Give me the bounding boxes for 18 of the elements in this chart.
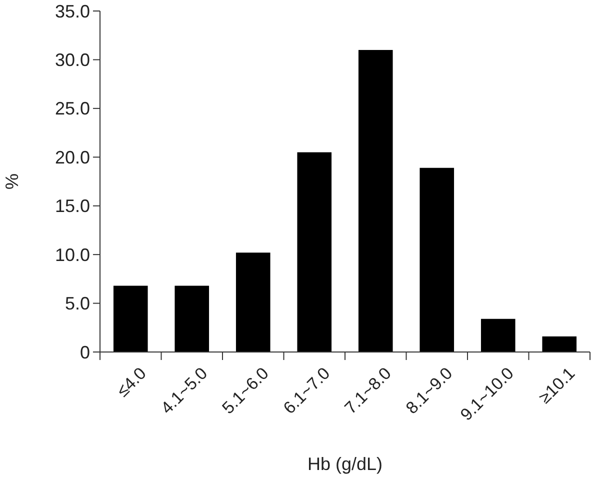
y-tick-label: 25.0 <box>54 98 90 119</box>
y-tick-label: 30.0 <box>54 50 90 70</box>
bar <box>236 252 270 352</box>
y-tick-label: 20.0 <box>54 147 90 168</box>
y-tick-label: 15.0 <box>54 196 90 216</box>
y-axis-title: % <box>2 173 22 190</box>
y-tick-label: 35.0 <box>54 1 90 22</box>
bar <box>174 286 210 352</box>
bar <box>542 336 577 352</box>
y-tick-label: 10.0 <box>54 244 90 265</box>
y-tick-label: 5.0 <box>64 294 90 314</box>
bar <box>297 152 332 352</box>
bar <box>420 168 454 352</box>
y-tick-label: 0 <box>80 342 90 362</box>
x-axis-title: Hb (g/dL) <box>307 454 383 474</box>
bar <box>113 286 148 352</box>
bar <box>480 318 516 352</box>
bar <box>358 50 393 352</box>
